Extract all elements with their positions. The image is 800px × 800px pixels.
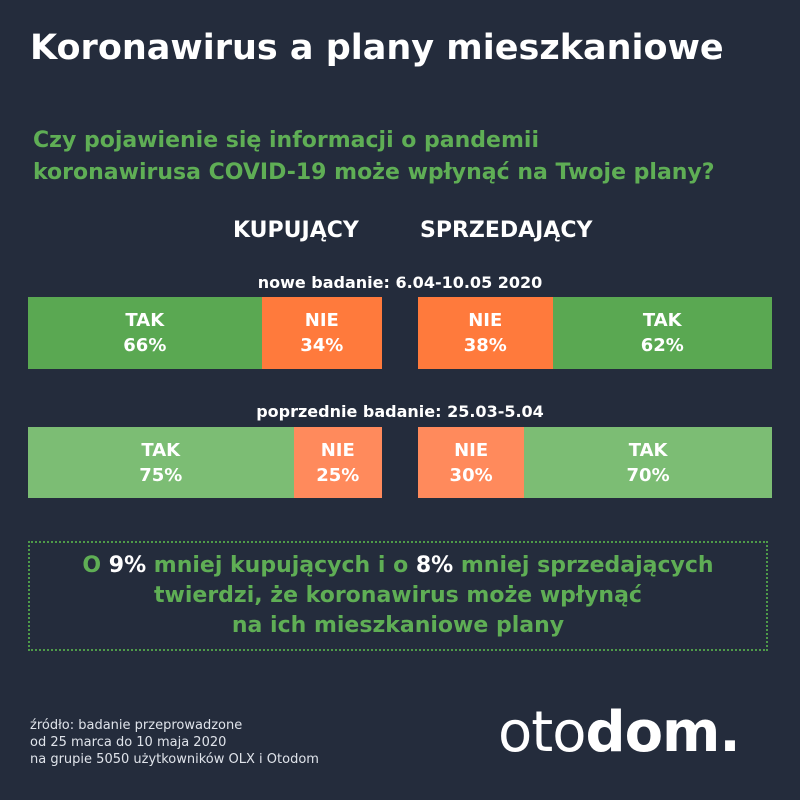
sellers-column-heading: SPRZEDAJĄCY bbox=[420, 218, 593, 243]
summary-text: mniej kupujących i o bbox=[146, 553, 416, 578]
source-line-1: źródło: badanie przeprowadzone bbox=[30, 718, 243, 733]
segment-value-label: 34% bbox=[300, 335, 344, 356]
previous-survey-buyers-bar: TAK 75% NIE 25% bbox=[28, 427, 382, 498]
bar-segment-tak: TAK 62% bbox=[552, 297, 772, 369]
bar-segment-nie: NIE 25% bbox=[293, 427, 382, 498]
buyers-column-heading: KUPUJĄCY bbox=[233, 218, 359, 243]
question-line-1: Czy pojawienie się informacji o pandemii bbox=[33, 128, 539, 153]
new-survey-label: nowe badanie: 6.04-10.05 2020 bbox=[257, 273, 543, 292]
bar-segment-nie: NIE 34% bbox=[261, 297, 382, 369]
segment-category-label: TAK bbox=[141, 439, 181, 461]
logo-light-part: oto bbox=[498, 700, 586, 765]
segment-value-label: 25% bbox=[316, 464, 360, 486]
sellers-drop-value: 8% bbox=[415, 553, 454, 578]
summary-text: O bbox=[82, 553, 109, 578]
survey-question: Czy pojawienie się informacji o pandemii… bbox=[33, 125, 783, 189]
segment-value-label: 70% bbox=[626, 464, 670, 486]
page-title: Koronawirus a plany mieszkaniowe bbox=[30, 28, 724, 68]
summary-line-2: twierdzi, że koronawirus może wpłynąć bbox=[154, 583, 642, 608]
segment-value-label: 75% bbox=[139, 464, 183, 486]
segment-category-label: TAK bbox=[628, 439, 668, 461]
segment-category-label: TAK bbox=[642, 310, 682, 331]
source-line-3: na grupie 5050 użytkowników OLX i Otodom bbox=[30, 752, 319, 767]
segment-value-label: 38% bbox=[463, 335, 507, 356]
previous-survey-label: poprzednie badanie: 25.03-5.04 bbox=[256, 402, 544, 421]
bar-segment-tak: TAK 70% bbox=[524, 427, 772, 498]
logo-bold-part: dom. bbox=[585, 700, 740, 765]
source-line-2: od 25 marca do 10 maja 2020 bbox=[30, 735, 227, 750]
buyers-drop-value: 9% bbox=[108, 553, 147, 578]
summary-text: mniej sprzedających bbox=[453, 553, 714, 578]
segment-category-label: NIE bbox=[468, 310, 503, 331]
segment-category-label: NIE bbox=[304, 310, 339, 331]
new-survey-buyers-bar: TAK 66% NIE 34% bbox=[28, 297, 382, 369]
bar-segment-nie: NIE 30% bbox=[418, 427, 525, 498]
previous-survey-sellers-bar: NIE 30% TAK 70% bbox=[418, 427, 772, 498]
bar-segment-tak: TAK 75% bbox=[28, 427, 294, 498]
summary-line-3: na ich mieszkaniowe plany bbox=[231, 613, 565, 638]
segment-value-label: 62% bbox=[640, 335, 684, 356]
segment-category-label: NIE bbox=[320, 439, 355, 461]
otodom-logo: otodom. bbox=[498, 700, 741, 765]
segment-value-label: 30% bbox=[449, 464, 493, 486]
source-note: źródło: badanie przeprowadzone od 25 mar… bbox=[30, 717, 319, 768]
bar-segment-nie: NIE 38% bbox=[418, 297, 553, 369]
new-survey-sellers-bar: NIE 38% TAK 62% bbox=[418, 297, 772, 369]
summary-box: O 9% mniej kupujących i o 8% mniej sprze… bbox=[28, 541, 768, 651]
segment-category-label: NIE bbox=[454, 439, 489, 461]
segment-value-label: 66% bbox=[123, 335, 167, 356]
summary-line-1: O 9% mniej kupujących i o 8% mniej sprze… bbox=[82, 551, 713, 581]
bar-segment-tak: TAK 66% bbox=[28, 297, 262, 369]
segment-category-label: TAK bbox=[125, 310, 165, 331]
question-line-2: koronawirusa COVID-19 może wpłynąć na Tw… bbox=[33, 160, 715, 185]
